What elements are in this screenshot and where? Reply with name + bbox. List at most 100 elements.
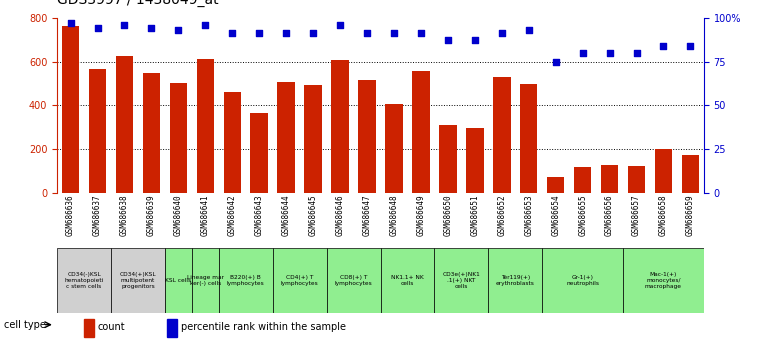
Text: GSM686656: GSM686656 [605,194,614,236]
Point [684,43,696,48]
Text: GSM686653: GSM686653 [524,194,533,236]
Bar [165,248,192,313]
Text: Ter119(+)
erythroblasts: Ter119(+) erythroblasts [496,275,535,286]
Bar [380,248,435,313]
Bar [574,167,591,193]
Bar [547,177,565,193]
Text: GSM686639: GSM686639 [147,194,156,236]
Bar [358,80,376,193]
Text: GSM686646: GSM686646 [336,194,345,236]
Point [253,31,266,36]
Bar [623,248,704,313]
Text: CD34(+)KSL
multipotent
progenitors: CD34(+)KSL multipotent progenitors [119,272,156,289]
Text: GSM686645: GSM686645 [309,194,317,236]
Bar [111,248,165,313]
Bar [170,84,187,193]
Point [91,25,103,31]
Text: GSM686647: GSM686647 [362,194,371,236]
Text: CD8(+) T
lymphocytes: CD8(+) T lymphocytes [335,275,372,286]
Bar [466,128,483,193]
Point [442,38,454,43]
Bar [326,248,380,313]
Bar [196,59,214,193]
Text: GSM686658: GSM686658 [659,194,668,236]
Text: GSM686651: GSM686651 [470,194,479,236]
Bar [278,82,295,193]
Point [549,59,562,64]
Bar [331,60,349,193]
Text: GSM686643: GSM686643 [255,194,264,236]
Text: CD3e(+)NK1
.1(+) NKT
cells: CD3e(+)NK1 .1(+) NKT cells [442,272,480,289]
Point [145,25,158,31]
Bar [385,104,403,193]
Text: GSM686649: GSM686649 [416,194,425,236]
Bar [250,113,268,193]
Bar [654,149,672,193]
Bar [219,248,272,313]
Text: Mac-1(+)
monocytes/
macrophage: Mac-1(+) monocytes/ macrophage [645,272,682,289]
Bar [304,85,322,193]
Bar [84,319,94,337]
Bar [489,248,542,313]
Text: GSM686650: GSM686650 [444,194,452,236]
Text: GSM686654: GSM686654 [551,194,560,236]
Point [119,22,131,28]
Point [361,31,373,36]
Text: GSM686659: GSM686659 [686,194,695,236]
Bar [224,92,241,193]
Point [523,27,535,33]
Text: GSM686636: GSM686636 [66,194,75,236]
Text: GDS3997 / 1438049_at: GDS3997 / 1438049_at [57,0,218,7]
Text: GSM686640: GSM686640 [174,194,183,236]
Point [172,27,184,33]
Text: GSM686655: GSM686655 [578,194,587,236]
Text: GSM686638: GSM686638 [120,194,129,236]
Point [388,31,400,36]
Bar [57,248,111,313]
Text: CD34(-)KSL
hematopoieti
c stem cells: CD34(-)KSL hematopoieti c stem cells [65,272,103,289]
Point [199,22,212,28]
Text: GSM686652: GSM686652 [497,194,506,236]
Text: NK1.1+ NK
cells: NK1.1+ NK cells [391,275,424,286]
Text: GSM686644: GSM686644 [282,194,291,236]
Point [307,31,319,36]
Point [226,31,238,36]
Bar [520,84,537,193]
Bar [493,77,511,193]
Point [658,43,670,48]
Text: percentile rank within the sample: percentile rank within the sample [181,322,346,332]
Bar [192,248,219,313]
Text: KSL cells: KSL cells [165,278,192,283]
Text: Lineage mar
ker(-) cells: Lineage mar ker(-) cells [186,275,224,286]
Bar [272,248,326,313]
Point [65,20,77,26]
Point [280,31,292,36]
Text: GSM686648: GSM686648 [390,194,399,236]
Bar [167,319,177,337]
Bar [412,72,430,193]
Text: cell type: cell type [4,320,46,330]
Text: GSM686642: GSM686642 [228,194,237,236]
Text: CD4(+) T
lymphocytes: CD4(+) T lymphocytes [281,275,319,286]
Point [577,50,589,56]
Point [334,22,346,28]
Point [495,31,508,36]
Bar [682,155,699,193]
Text: Gr-1(+)
neutrophils: Gr-1(+) neutrophils [566,275,599,286]
Point [469,38,481,43]
Bar [435,248,489,313]
Bar [543,248,623,313]
Point [630,50,642,56]
Bar [89,69,107,193]
Text: count: count [97,322,125,332]
Bar [116,56,133,193]
Text: GSM686637: GSM686637 [93,194,102,236]
Point [415,31,427,36]
Text: GSM686641: GSM686641 [201,194,210,236]
Bar [142,73,160,193]
Bar [62,27,79,193]
Point [603,50,616,56]
Text: B220(+) B
lymphocytes: B220(+) B lymphocytes [227,275,265,286]
Bar [439,125,457,193]
Bar [601,165,619,193]
